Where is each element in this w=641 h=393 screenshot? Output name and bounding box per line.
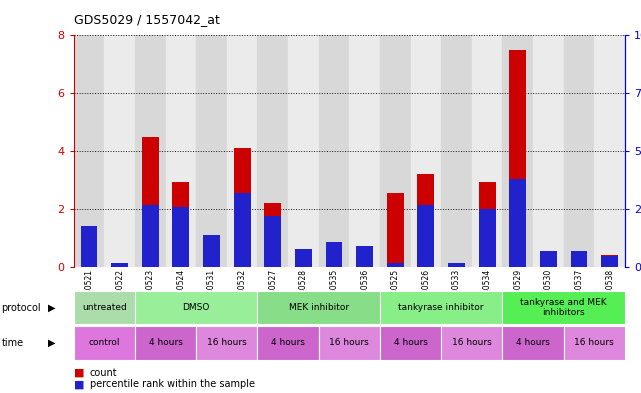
Bar xyxy=(448,263,465,267)
Bar xyxy=(112,265,128,267)
Bar xyxy=(196,35,227,267)
Text: ■: ■ xyxy=(74,379,84,389)
Text: time: time xyxy=(1,338,24,348)
Bar xyxy=(165,35,196,267)
Bar xyxy=(503,326,563,360)
Bar xyxy=(196,326,258,360)
Bar xyxy=(380,35,411,267)
Bar xyxy=(387,193,404,267)
Bar xyxy=(74,291,135,324)
Bar xyxy=(510,179,526,267)
Bar xyxy=(258,326,319,360)
Text: 16 hours: 16 hours xyxy=(574,338,614,347)
Bar xyxy=(510,50,526,267)
Bar xyxy=(349,35,380,267)
Bar xyxy=(570,251,587,267)
Text: count: count xyxy=(90,367,117,378)
Bar xyxy=(479,182,495,267)
Bar xyxy=(417,205,435,267)
Text: ▶: ▶ xyxy=(48,338,56,348)
Bar xyxy=(417,174,435,267)
Bar xyxy=(441,35,472,267)
Bar xyxy=(448,263,465,267)
Bar xyxy=(258,35,288,267)
Bar xyxy=(380,326,441,360)
Bar xyxy=(380,291,503,324)
Bar xyxy=(441,326,503,360)
Bar xyxy=(387,263,404,267)
Text: GDS5029 / 1557042_at: GDS5029 / 1557042_at xyxy=(74,13,220,26)
Bar xyxy=(503,35,533,267)
Bar xyxy=(570,253,587,267)
Bar xyxy=(472,35,503,267)
Bar xyxy=(258,291,380,324)
Bar xyxy=(356,246,373,267)
Bar xyxy=(503,291,625,324)
Bar xyxy=(264,204,281,267)
Bar xyxy=(563,326,625,360)
Text: ▶: ▶ xyxy=(48,303,56,312)
Bar xyxy=(203,238,220,267)
Text: 4 hours: 4 hours xyxy=(149,338,183,347)
Bar xyxy=(234,193,251,267)
Bar xyxy=(112,263,128,267)
Text: 16 hours: 16 hours xyxy=(207,338,247,347)
Text: 4 hours: 4 hours xyxy=(271,338,305,347)
Bar xyxy=(234,149,251,267)
Bar xyxy=(264,216,281,267)
Text: tankyrase inhibitor: tankyrase inhibitor xyxy=(399,303,484,312)
Text: protocol: protocol xyxy=(1,303,41,312)
Bar xyxy=(295,251,312,267)
Bar xyxy=(356,246,373,267)
Bar xyxy=(326,242,342,267)
Text: ■: ■ xyxy=(74,367,84,378)
Text: percentile rank within the sample: percentile rank within the sample xyxy=(90,379,254,389)
Bar xyxy=(81,230,97,267)
Bar xyxy=(319,35,349,267)
Bar xyxy=(479,209,495,267)
Text: DMSO: DMSO xyxy=(183,303,210,312)
Bar xyxy=(227,35,258,267)
Bar xyxy=(601,255,618,267)
Text: control: control xyxy=(88,338,120,347)
Text: MEK inhibitor: MEK inhibitor xyxy=(288,303,349,312)
Bar xyxy=(319,326,380,360)
Bar xyxy=(74,326,135,360)
Bar xyxy=(411,35,441,267)
Bar xyxy=(74,35,104,267)
Bar xyxy=(142,137,159,267)
Bar xyxy=(540,251,557,267)
Bar xyxy=(135,326,196,360)
Text: 16 hours: 16 hours xyxy=(329,338,369,347)
Text: untreated: untreated xyxy=(82,303,127,312)
Text: 4 hours: 4 hours xyxy=(516,338,550,347)
Bar xyxy=(135,35,165,267)
Text: 4 hours: 4 hours xyxy=(394,338,428,347)
Bar xyxy=(601,255,618,267)
Text: 16 hours: 16 hours xyxy=(452,338,492,347)
Text: tankyrase and MEK
inhibitors: tankyrase and MEK inhibitors xyxy=(520,298,607,317)
Bar xyxy=(563,35,594,267)
Bar xyxy=(295,249,312,267)
Bar xyxy=(135,291,258,324)
Bar xyxy=(288,35,319,267)
Bar xyxy=(142,205,159,267)
Bar xyxy=(533,35,563,267)
Bar xyxy=(104,35,135,267)
Bar xyxy=(203,235,220,267)
Bar xyxy=(172,182,189,267)
Bar xyxy=(172,207,189,267)
Bar xyxy=(81,226,97,267)
Bar xyxy=(326,242,342,267)
Bar xyxy=(540,255,557,267)
Bar xyxy=(594,35,625,267)
